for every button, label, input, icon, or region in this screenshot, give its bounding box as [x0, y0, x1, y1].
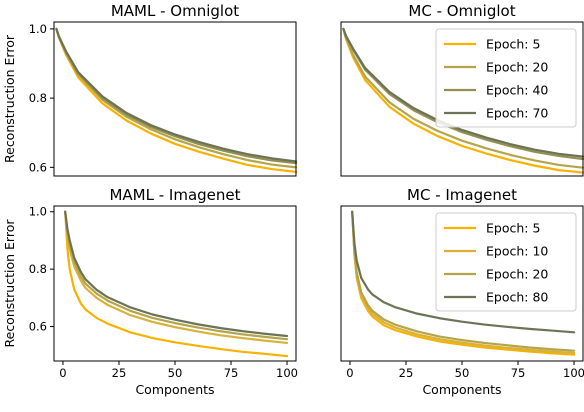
y-tick-label: 0.8 — [29, 91, 47, 105]
subplot-title: MAML - Imagenet — [109, 186, 240, 204]
series-line-epoch-80 — [64, 210, 289, 338]
subplot-title: MC - Imagenet — [407, 186, 517, 204]
plot-frame — [53, 21, 297, 177]
plot-frame — [340, 21, 584, 177]
series-line-epoch-5 — [55, 27, 298, 173]
legend: Epoch: 5 Epoch: 10 Epoch: 20 Epoch: 80 — [435, 212, 577, 312]
y-tick-label: 1.0 — [29, 22, 47, 36]
x-tick-label: 75 — [511, 366, 526, 380]
y-tick-label: 0.8 — [29, 262, 47, 276]
series-line-epoch-20 — [342, 27, 584, 169]
x-axis-label: Components — [135, 382, 214, 397]
x-axis-label: Components — [422, 382, 501, 397]
x-tick-label: 0 — [346, 366, 353, 380]
y-tick-label: 1.0 — [29, 205, 47, 219]
y-axis-label: Reconstruction Error — [2, 34, 17, 163]
series-line-epoch-5 — [342, 27, 584, 174]
x-tick-label: 100 — [563, 366, 584, 380]
legend-label: Epoch: 10 — [486, 244, 548, 259]
legend-box — [435, 28, 577, 128]
series-line-epoch-5 — [64, 210, 289, 358]
series-line-epoch-20 — [351, 210, 576, 352]
x-tick-label: 0 — [59, 366, 66, 380]
subplot-title: MC - Omniglot — [408, 2, 515, 20]
legend-label: Epoch: 80 — [486, 290, 548, 305]
subplot-maml-imagenet: MAML - Imagenet 0.6 0.8 1.0 0 25 50 75 100 Compon… — [2, 186, 298, 397]
series-line-epoch-40 — [55, 27, 298, 165]
x-tick-label: 25 — [112, 366, 127, 380]
series-line-epoch-80 — [351, 210, 576, 334]
subplot-mc-imagenet: MC - Imagenet 0 25 50 75 100 Components Epoch: … — [340, 186, 584, 397]
legend-label: Epoch: 5 — [486, 37, 540, 52]
y-tick-label: 0.6 — [29, 160, 47, 174]
y-axis-label: Reconstruction Error — [2, 219, 17, 348]
subplot-maml-omniglot: MAML - Omniglot 0.6 0.8 1.0 Reconstruction E… — [2, 2, 298, 177]
series-line-epoch-20 — [55, 27, 298, 169]
legend-label: Epoch: 20 — [486, 267, 548, 282]
y-tick-label: 0.6 — [29, 320, 47, 334]
legend-label: Epoch: 70 — [486, 106, 548, 121]
legend-label: Epoch: 5 — [486, 221, 540, 236]
x-tick-label: 50 — [168, 366, 183, 380]
x-tick-label: 75 — [224, 366, 239, 380]
legend-box — [435, 212, 577, 312]
x-tick-label: 50 — [455, 366, 470, 380]
legend: Epoch: 5 Epoch: 20 Epoch: 40 Epoch: 70 — [435, 28, 577, 128]
x-tick-label: 25 — [399, 366, 414, 380]
series-line-epoch-70 — [55, 27, 298, 163]
legend-label: Epoch: 20 — [486, 60, 548, 75]
legend-label: Epoch: 40 — [486, 83, 548, 98]
subplot-title: MAML - Omniglot — [111, 2, 239, 20]
x-tick-label: 100 — [276, 366, 298, 380]
